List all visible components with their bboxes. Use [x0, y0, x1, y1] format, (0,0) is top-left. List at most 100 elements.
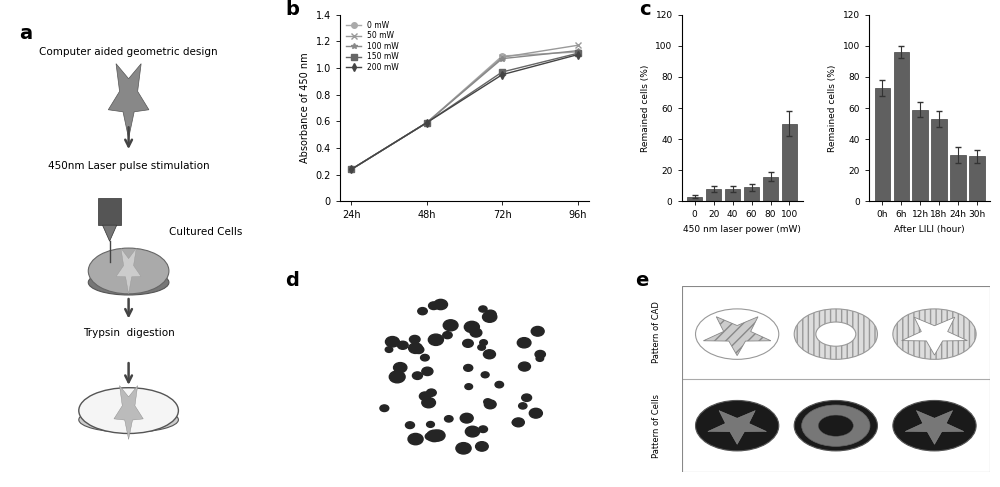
- Bar: [782, 124, 797, 202]
- Circle shape: [422, 397, 435, 408]
- Circle shape: [456, 443, 471, 454]
- Circle shape: [409, 343, 423, 354]
- Circle shape: [397, 341, 408, 349]
- Circle shape: [394, 363, 407, 373]
- Circle shape: [425, 433, 435, 440]
- Circle shape: [427, 421, 434, 428]
- Circle shape: [518, 362, 530, 371]
- Circle shape: [485, 310, 496, 319]
- Circle shape: [414, 346, 424, 354]
- 0 mW: [572, 49, 584, 55]
- Text: b: b: [285, 0, 299, 19]
- Circle shape: [430, 430, 445, 441]
- Circle shape: [465, 384, 473, 390]
- Circle shape: [483, 350, 495, 359]
- Circle shape: [696, 400, 779, 451]
- Bar: [931, 119, 947, 202]
- Text: Pattern of CAD: Pattern of CAD: [652, 301, 661, 363]
- Text: Computer aided geometric design: Computer aided geometric design: [39, 47, 218, 56]
- Polygon shape: [103, 225, 117, 241]
- Circle shape: [696, 309, 779, 359]
- Circle shape: [443, 320, 458, 331]
- 150 mW: [572, 50, 584, 56]
- Bar: [969, 156, 985, 202]
- 150 mW: [421, 120, 433, 126]
- Bar: [875, 88, 890, 202]
- Circle shape: [412, 372, 422, 379]
- 0 mW: [496, 53, 508, 59]
- Bar: [912, 110, 928, 202]
- Circle shape: [893, 400, 976, 451]
- Circle shape: [476, 442, 488, 451]
- Text: 450nm Laser pulse stimulation: 450nm Laser pulse stimulation: [48, 161, 209, 171]
- Line: 0 mW: 0 mW: [348, 49, 580, 172]
- Circle shape: [483, 312, 497, 322]
- 50 mW: [496, 55, 508, 60]
- Circle shape: [536, 356, 544, 361]
- Circle shape: [484, 399, 492, 405]
- X-axis label: 450 nm laser power (mW): 450 nm laser power (mW): [683, 225, 801, 234]
- 50 mW: [345, 167, 357, 172]
- 150 mW: [345, 167, 357, 172]
- Circle shape: [794, 400, 877, 451]
- Text: a: a: [19, 24, 33, 43]
- Bar: [763, 177, 778, 202]
- Polygon shape: [905, 411, 964, 444]
- Circle shape: [512, 420, 520, 425]
- Circle shape: [512, 418, 524, 427]
- Circle shape: [389, 371, 405, 383]
- Circle shape: [427, 430, 442, 442]
- Circle shape: [463, 339, 473, 347]
- 50 mW: [572, 42, 584, 48]
- Circle shape: [385, 347, 393, 353]
- Line: 150 mW: 150 mW: [348, 51, 580, 172]
- Polygon shape: [114, 386, 143, 439]
- Ellipse shape: [88, 248, 169, 294]
- 200 mW: [572, 52, 584, 57]
- Circle shape: [409, 336, 420, 343]
- Circle shape: [464, 364, 473, 371]
- Circle shape: [422, 367, 433, 375]
- Circle shape: [419, 392, 431, 400]
- Circle shape: [405, 422, 414, 429]
- Circle shape: [428, 334, 443, 345]
- Legend: 0 mW, 50 mW, 100 mW, 150 mW, 200 mW: 0 mW, 50 mW, 100 mW, 150 mW, 200 mW: [344, 19, 401, 74]
- Ellipse shape: [88, 270, 169, 295]
- Circle shape: [445, 416, 453, 422]
- Circle shape: [470, 328, 482, 337]
- Polygon shape: [902, 317, 967, 355]
- Polygon shape: [108, 64, 149, 138]
- 200 mW: [496, 72, 508, 77]
- Y-axis label: Remained cells (%): Remained cells (%): [641, 64, 650, 152]
- Circle shape: [478, 344, 485, 350]
- Circle shape: [443, 332, 452, 338]
- Circle shape: [529, 408, 542, 418]
- Circle shape: [421, 355, 429, 361]
- 200 mW: [345, 167, 357, 172]
- Circle shape: [535, 351, 545, 358]
- Line: 50 mW: 50 mW: [348, 42, 580, 172]
- Bar: [894, 52, 909, 202]
- Ellipse shape: [79, 407, 178, 432]
- Circle shape: [434, 300, 448, 310]
- Circle shape: [480, 340, 487, 345]
- Bar: [744, 187, 759, 202]
- Bar: [98, 198, 121, 225]
- 0 mW: [345, 167, 357, 172]
- Circle shape: [479, 306, 487, 312]
- Circle shape: [794, 309, 877, 359]
- Circle shape: [519, 403, 527, 409]
- Circle shape: [426, 389, 436, 396]
- X-axis label: After LILI (hour): After LILI (hour): [894, 225, 965, 234]
- Y-axis label: Remained cells (%): Remained cells (%): [828, 64, 837, 152]
- Circle shape: [495, 381, 504, 388]
- Bar: [687, 197, 702, 202]
- Bar: [950, 155, 966, 202]
- Circle shape: [517, 337, 531, 348]
- 100 mW: [345, 167, 357, 172]
- Bar: [725, 189, 740, 202]
- Circle shape: [429, 302, 439, 310]
- Circle shape: [418, 308, 427, 315]
- Circle shape: [802, 405, 870, 447]
- Circle shape: [893, 309, 976, 359]
